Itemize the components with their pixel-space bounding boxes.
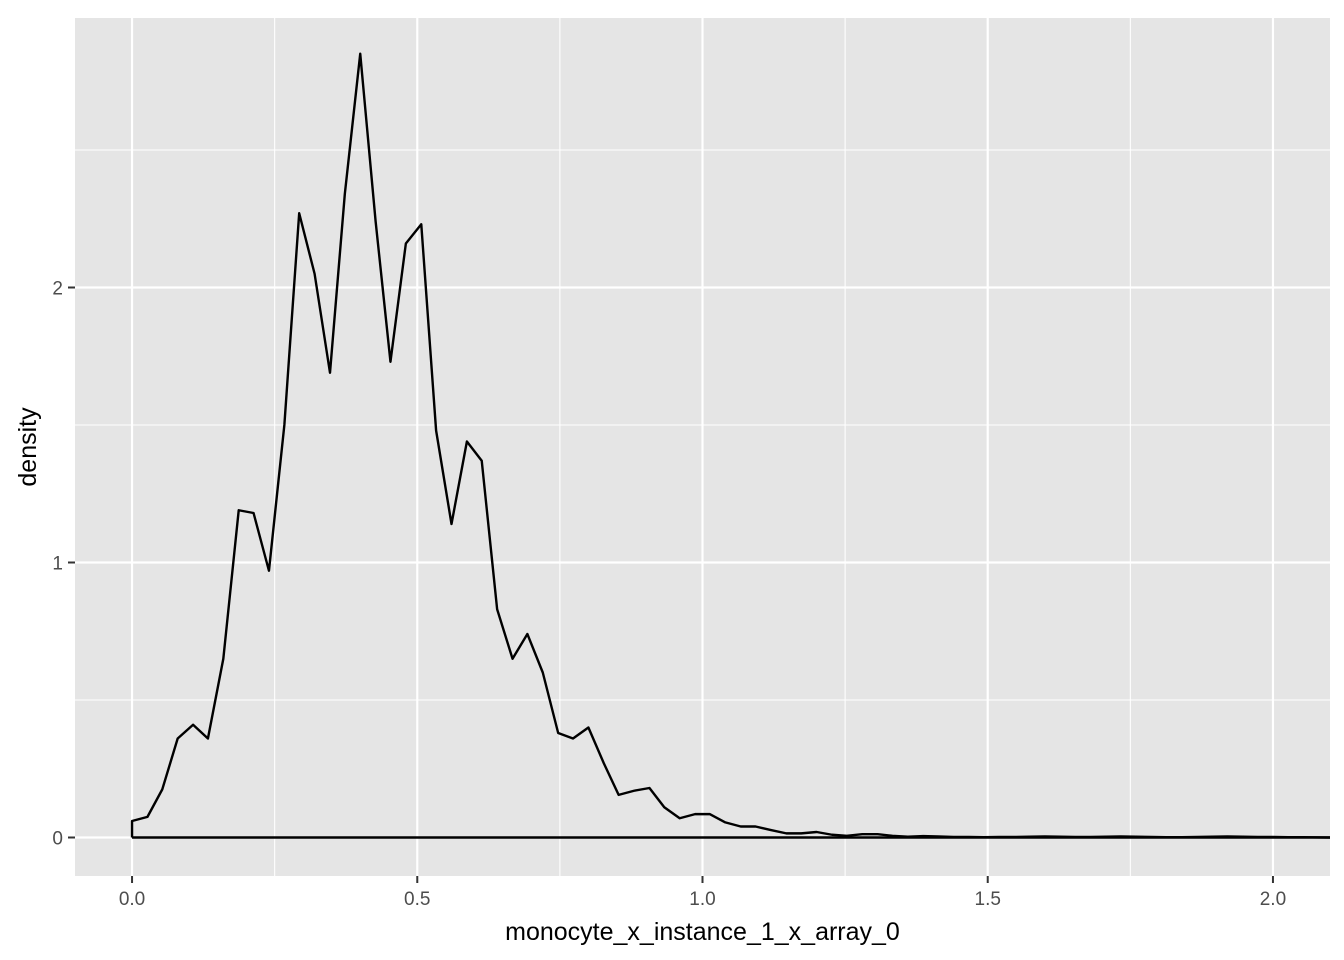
x-tick-label: 0.5 [404, 889, 430, 910]
y-tick-label: 0 [52, 829, 63, 850]
x-tick-label: 0.0 [119, 889, 145, 910]
x-axis-title: monocyte_x_instance_1_x_array_0 [505, 918, 900, 946]
y-axis-title: density [14, 407, 42, 487]
y-tick-label: 1 [52, 554, 63, 575]
x-tick-label: 1.5 [975, 889, 1001, 910]
x-tick-label: 1.0 [689, 889, 715, 910]
density-curve-group [130, 52, 1331, 839]
x-axis-ticks: 0.0 0.5 1.0 1.5 2.0 [119, 876, 1286, 910]
y-axis-ticks: 0 1 2 [52, 279, 75, 850]
y-tick-label: 2 [52, 279, 63, 300]
x-tick-label: 2.0 [1260, 889, 1286, 910]
grid-major-lines [75, 18, 1330, 876]
